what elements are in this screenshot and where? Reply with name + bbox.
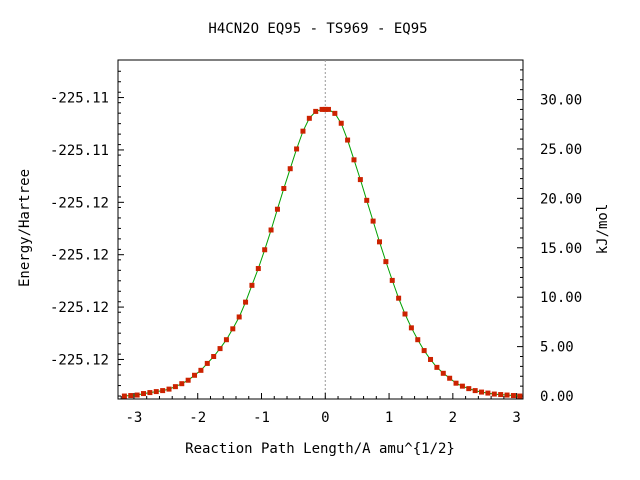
data-point [274, 206, 280, 212]
data-point [294, 146, 300, 152]
data-point [128, 393, 134, 399]
x-tick-label: 1 [385, 410, 393, 426]
data-point [491, 391, 497, 397]
data-point [504, 392, 510, 398]
data-point [447, 375, 453, 381]
y-left-tick-label: -225.12 [50, 195, 109, 211]
data-point [485, 390, 491, 396]
data-point [236, 314, 242, 320]
data-point [376, 239, 382, 245]
data-point [300, 128, 306, 134]
data-point [332, 110, 338, 116]
data-point [472, 388, 478, 394]
data-point [281, 185, 287, 191]
x-tick-label: 2 [449, 410, 457, 426]
y-left-tick-label: -225.11 [50, 143, 109, 159]
y-left-tick-label: -225.11 [50, 91, 109, 107]
data-point [160, 388, 166, 394]
y-right-tick-label: 25.00 [540, 142, 582, 158]
data-point [134, 392, 140, 398]
data-point [459, 383, 465, 389]
y-axis-label-left: Energy/Hartree [17, 169, 33, 287]
x-tick-label: 3 [512, 410, 520, 426]
data-point [153, 389, 159, 395]
data-point [402, 311, 408, 317]
data-point [510, 393, 516, 399]
data-point [364, 197, 370, 203]
data-point [383, 259, 389, 265]
data-point [517, 393, 523, 399]
data-point [211, 354, 217, 360]
data-point [396, 295, 402, 301]
data-point [198, 367, 204, 373]
data-point [243, 299, 249, 305]
data-point [306, 115, 312, 121]
chart-title: H4CN2O EQ95 - TS969 - EQ95 [208, 21, 427, 37]
data-point [287, 166, 293, 172]
data-point [172, 384, 178, 390]
data-point [370, 218, 376, 224]
y-left-tick-label: -225.12 [50, 352, 109, 368]
data-point [408, 325, 414, 331]
plot-frame [117, 59, 524, 400]
data-point [166, 386, 172, 392]
data-point [185, 377, 191, 383]
y-right-tick-label: 10.00 [540, 290, 582, 306]
energy-curve [124, 108, 520, 397]
data-point [262, 247, 268, 253]
data-point [479, 389, 485, 395]
data-point [230, 326, 236, 332]
x-tick-label: -2 [189, 410, 206, 426]
y-left-tick-label: -225.12 [50, 300, 109, 316]
data-point [338, 120, 344, 126]
data-point [223, 337, 229, 343]
data-point [453, 380, 459, 386]
data-point [440, 370, 446, 376]
data-point [141, 391, 147, 397]
data-point [217, 346, 223, 352]
data-point [121, 393, 127, 399]
y-left-tick-label: -225.12 [50, 248, 109, 264]
data-point [322, 106, 328, 112]
y-axis-label-right: kJ/mol [595, 204, 611, 255]
data-point [389, 277, 395, 283]
data-point [434, 364, 440, 370]
data-point [466, 386, 472, 392]
data-point [255, 266, 261, 272]
data-point [268, 227, 274, 233]
y-right-tick-label: 15.00 [540, 241, 582, 257]
data-point [325, 106, 331, 112]
data-point [498, 392, 504, 398]
data-point [204, 360, 210, 366]
y-right-tick-label: 20.00 [540, 191, 582, 207]
x-axis-label: Reaction Path Length/A amu^{1/2} [185, 441, 455, 457]
x-tick-label: -1 [253, 410, 270, 426]
data-point [345, 137, 351, 143]
data-point [357, 177, 363, 183]
data-point [192, 372, 198, 378]
data-point [313, 108, 319, 114]
y-right-tick-label: 0.00 [540, 389, 574, 405]
x-tick-label: 0 [321, 410, 329, 426]
y-right-tick-label: 30.00 [540, 93, 582, 109]
data-point [421, 348, 427, 354]
data-point [415, 337, 421, 343]
data-point [249, 282, 255, 288]
y-right-tick-label: 5.00 [540, 340, 574, 356]
data-point [428, 356, 434, 362]
data-point [179, 381, 185, 387]
data-point [147, 390, 153, 396]
data-point [351, 157, 357, 163]
x-tick-label: -3 [126, 410, 143, 426]
data-point [319, 106, 325, 112]
